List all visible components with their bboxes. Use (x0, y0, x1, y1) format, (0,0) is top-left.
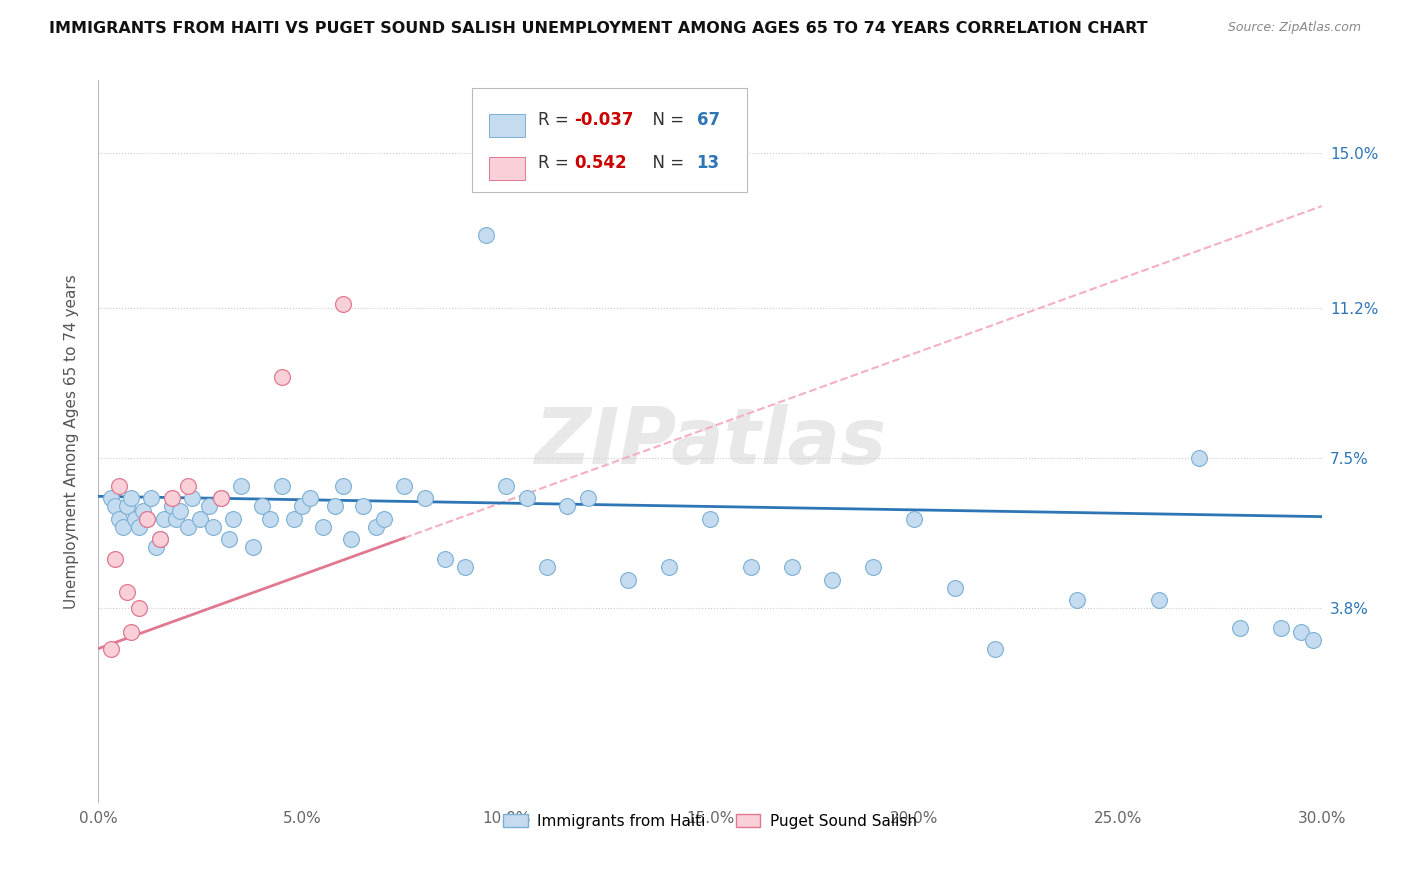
Point (364, 520, 387, 534)
Point (188, 511, 212, 525)
Point (100, 641, 122, 656)
Point (1229, 621, 1251, 635)
Point (136, 511, 159, 525)
Point (177, 520, 200, 534)
Text: 67: 67 (696, 111, 720, 129)
Point (1188, 450, 1211, 465)
Text: IMMIGRANTS FROM HAITI VS PUGET SOUND SALISH UNEMPLOYMENT AMONG AGES 65 TO 74 YEA: IMMIGRANTS FROM HAITI VS PUGET SOUND SAL… (49, 21, 1147, 36)
Point (1291, 625, 1313, 640)
Point (120, 491, 142, 506)
Point (658, 560, 681, 574)
Text: R =: R = (537, 111, 574, 129)
Point (100, 491, 122, 506)
Point (136, 511, 159, 525)
Point (152, 511, 174, 525)
Point (576, 491, 599, 506)
Point (231, 479, 253, 493)
Point (536, 560, 558, 574)
Point (149, 532, 172, 546)
Point (495, 479, 517, 493)
Point (141, 491, 163, 506)
Point (780, 560, 803, 574)
Point (474, 227, 498, 242)
Point (862, 560, 884, 574)
Point (373, 511, 395, 525)
Point (1270, 621, 1292, 635)
Point (104, 552, 127, 566)
Point (516, 491, 538, 506)
Point (259, 511, 281, 525)
Text: N =: N = (641, 154, 689, 172)
Point (555, 500, 579, 514)
Point (115, 584, 138, 599)
Point (201, 520, 224, 534)
Point (111, 520, 134, 534)
Point (197, 500, 219, 514)
Point (222, 511, 245, 525)
Point (352, 500, 374, 514)
Point (149, 532, 172, 546)
Point (218, 532, 240, 546)
Point (903, 511, 925, 525)
Point (209, 491, 232, 506)
Point (108, 479, 131, 493)
Point (821, 573, 844, 587)
Point (392, 479, 416, 493)
Point (132, 503, 155, 517)
Text: ZIPatlas: ZIPatlas (534, 403, 886, 480)
Point (242, 540, 264, 554)
Point (145, 540, 167, 554)
Point (740, 560, 762, 574)
Point (434, 552, 457, 566)
Text: 13: 13 (696, 154, 720, 172)
Point (699, 511, 721, 525)
Point (332, 479, 354, 493)
Point (124, 511, 146, 525)
Point (454, 560, 477, 574)
Point (299, 491, 322, 506)
Point (128, 520, 150, 534)
Point (291, 500, 314, 514)
Point (270, 369, 294, 384)
Point (115, 500, 138, 514)
Point (250, 500, 273, 514)
Point (340, 532, 363, 546)
FancyBboxPatch shape (489, 157, 526, 180)
Point (984, 641, 1007, 656)
Point (104, 500, 127, 514)
Text: N =: N = (641, 111, 689, 129)
Point (943, 581, 966, 595)
Text: 0.542: 0.542 (574, 154, 627, 172)
Point (332, 296, 354, 310)
Point (165, 511, 187, 525)
Point (108, 511, 131, 525)
Point (312, 520, 335, 534)
Point (209, 491, 232, 506)
Point (1066, 592, 1088, 607)
Point (160, 491, 183, 506)
Point (169, 503, 191, 517)
Text: Source: ZipAtlas.com: Source: ZipAtlas.com (1227, 21, 1361, 34)
Legend: Immigrants from Haiti, Puget Sound Salish: Immigrants from Haiti, Puget Sound Salis… (498, 807, 922, 835)
Point (617, 573, 640, 587)
FancyBboxPatch shape (471, 87, 747, 193)
Point (1147, 592, 1170, 607)
Point (1302, 633, 1324, 648)
Point (128, 601, 150, 615)
Point (283, 511, 305, 525)
Point (120, 625, 142, 640)
Point (181, 491, 204, 506)
Point (323, 500, 346, 514)
FancyBboxPatch shape (489, 114, 526, 136)
Text: -0.037: -0.037 (574, 111, 634, 129)
Y-axis label: Unemployment Among Ages 65 to 74 years: Unemployment Among Ages 65 to 74 years (65, 274, 79, 609)
Point (160, 500, 183, 514)
Point (177, 479, 200, 493)
Point (270, 479, 294, 493)
Point (413, 491, 436, 506)
Text: R =: R = (537, 154, 574, 172)
